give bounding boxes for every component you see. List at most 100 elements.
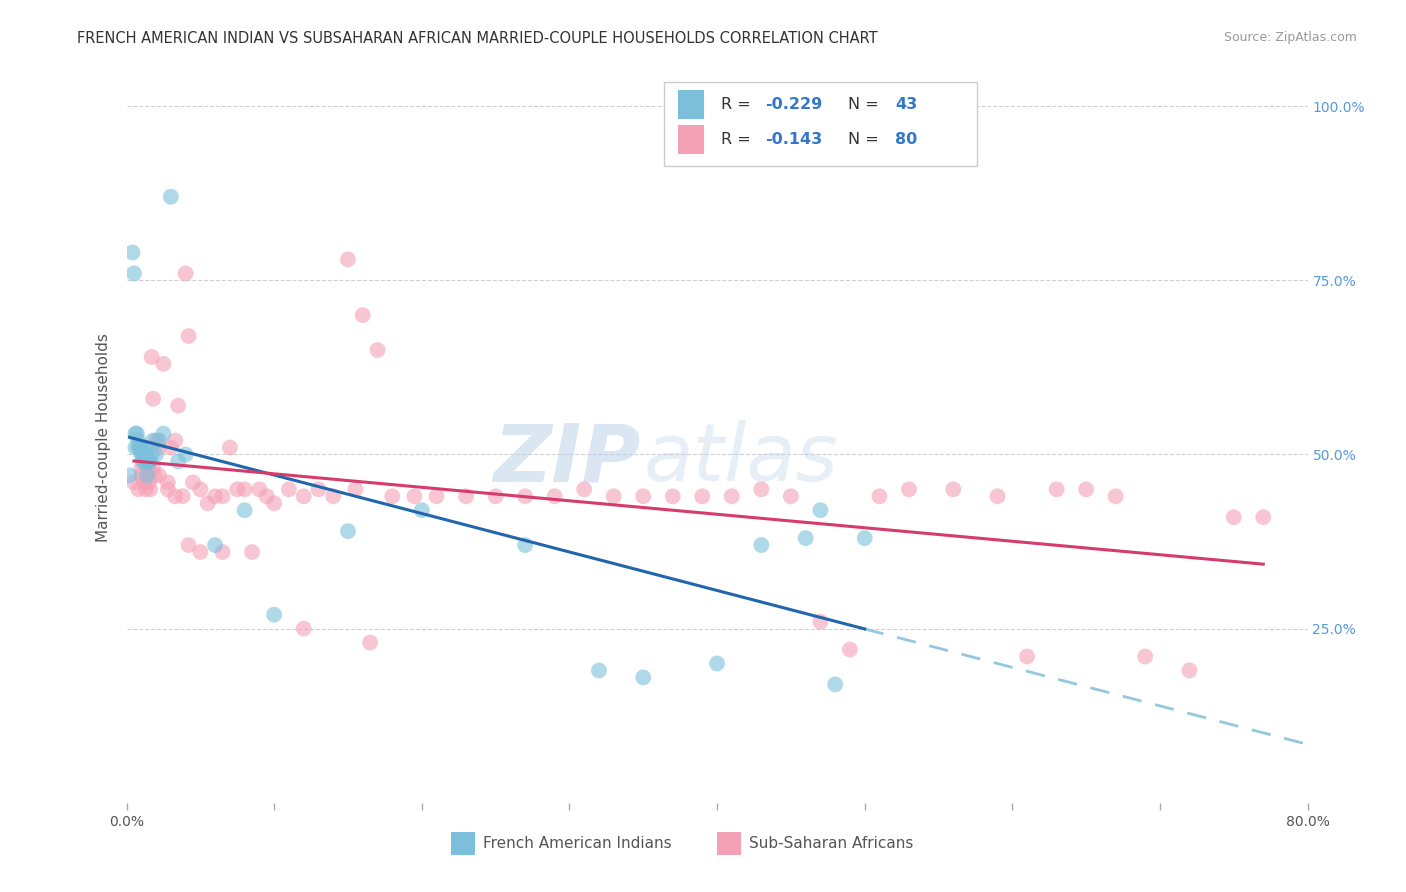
Point [165,434,187,448]
Point [411,503,433,517]
Text: French American Indians: French American Indians [484,837,672,851]
Point [898,483,921,497]
Point [263,607,285,622]
Point [143,468,166,483]
Point [148,441,170,455]
Point [145,448,167,462]
Text: 43: 43 [896,96,918,112]
Point [129,461,153,475]
Point [240,545,263,559]
Point [308,483,330,497]
Point [1105,489,1128,503]
Point [853,531,876,545]
Text: N =: N = [848,96,884,112]
Point [810,615,832,629]
Y-axis label: Married-couple Households: Married-couple Households [96,333,111,541]
Point [118,468,141,483]
Point [292,489,315,503]
Point [233,503,256,517]
Point [177,329,200,343]
Text: atlas: atlas [644,420,838,498]
Point [574,483,596,497]
Text: R =: R = [721,132,755,147]
Point [141,448,163,462]
Point [132,454,155,468]
Point [139,454,162,468]
Point [134,441,156,455]
Point [256,489,278,503]
Point [1017,649,1039,664]
Point [633,489,655,503]
Point [942,483,965,497]
Point [292,622,315,636]
Point [138,454,160,468]
FancyBboxPatch shape [678,125,704,154]
Text: N =: N = [848,132,884,147]
Point [138,461,160,475]
Point [127,441,149,455]
Point [1046,483,1069,497]
Point [128,441,150,455]
Point [987,489,1010,503]
Point [156,475,179,490]
Text: Sub-Saharan Africans: Sub-Saharan Africans [749,837,914,851]
Point [142,392,165,406]
Point [1223,510,1246,524]
Point [226,483,249,497]
Text: -0.229: -0.229 [765,96,823,112]
Point [145,434,167,448]
Point [121,245,143,260]
Point [136,454,159,468]
Point [337,524,360,538]
Point [156,483,179,497]
Point [824,677,846,691]
Point [188,545,212,559]
Point [124,426,146,441]
Point [543,489,565,503]
Point [515,538,537,552]
Point [188,483,212,497]
Point [337,252,360,267]
Point [136,468,159,483]
FancyBboxPatch shape [717,832,741,855]
Text: ZIP: ZIP [494,420,640,498]
Point [134,454,156,468]
Point [172,489,194,503]
Point [152,426,174,441]
Point [167,399,190,413]
Point [122,266,145,280]
Point [404,489,426,503]
Point [720,489,742,503]
Point [129,448,153,462]
Point [219,441,242,455]
Point [249,483,271,497]
Text: -0.143: -0.143 [765,132,823,147]
FancyBboxPatch shape [678,90,704,119]
Point [135,483,157,497]
Text: Source: ZipAtlas.com: Source: ZipAtlas.com [1223,31,1357,45]
Point [322,489,344,503]
Point [692,489,714,503]
Point [838,642,860,657]
Point [141,350,163,364]
Point [869,489,891,503]
Point [794,531,817,545]
Point [142,461,165,475]
Point [359,635,381,649]
Point [662,489,685,503]
Point [263,496,285,510]
Point [174,266,197,280]
Point [167,454,190,468]
Point [1135,649,1157,664]
Point [127,434,149,448]
Point [211,545,233,559]
Point [751,483,773,497]
Point [138,454,160,468]
Point [142,434,165,448]
Point [456,489,478,503]
Point [352,308,374,322]
Point [122,475,145,490]
Point [1076,483,1098,497]
Point [233,483,256,497]
Point [278,483,301,497]
